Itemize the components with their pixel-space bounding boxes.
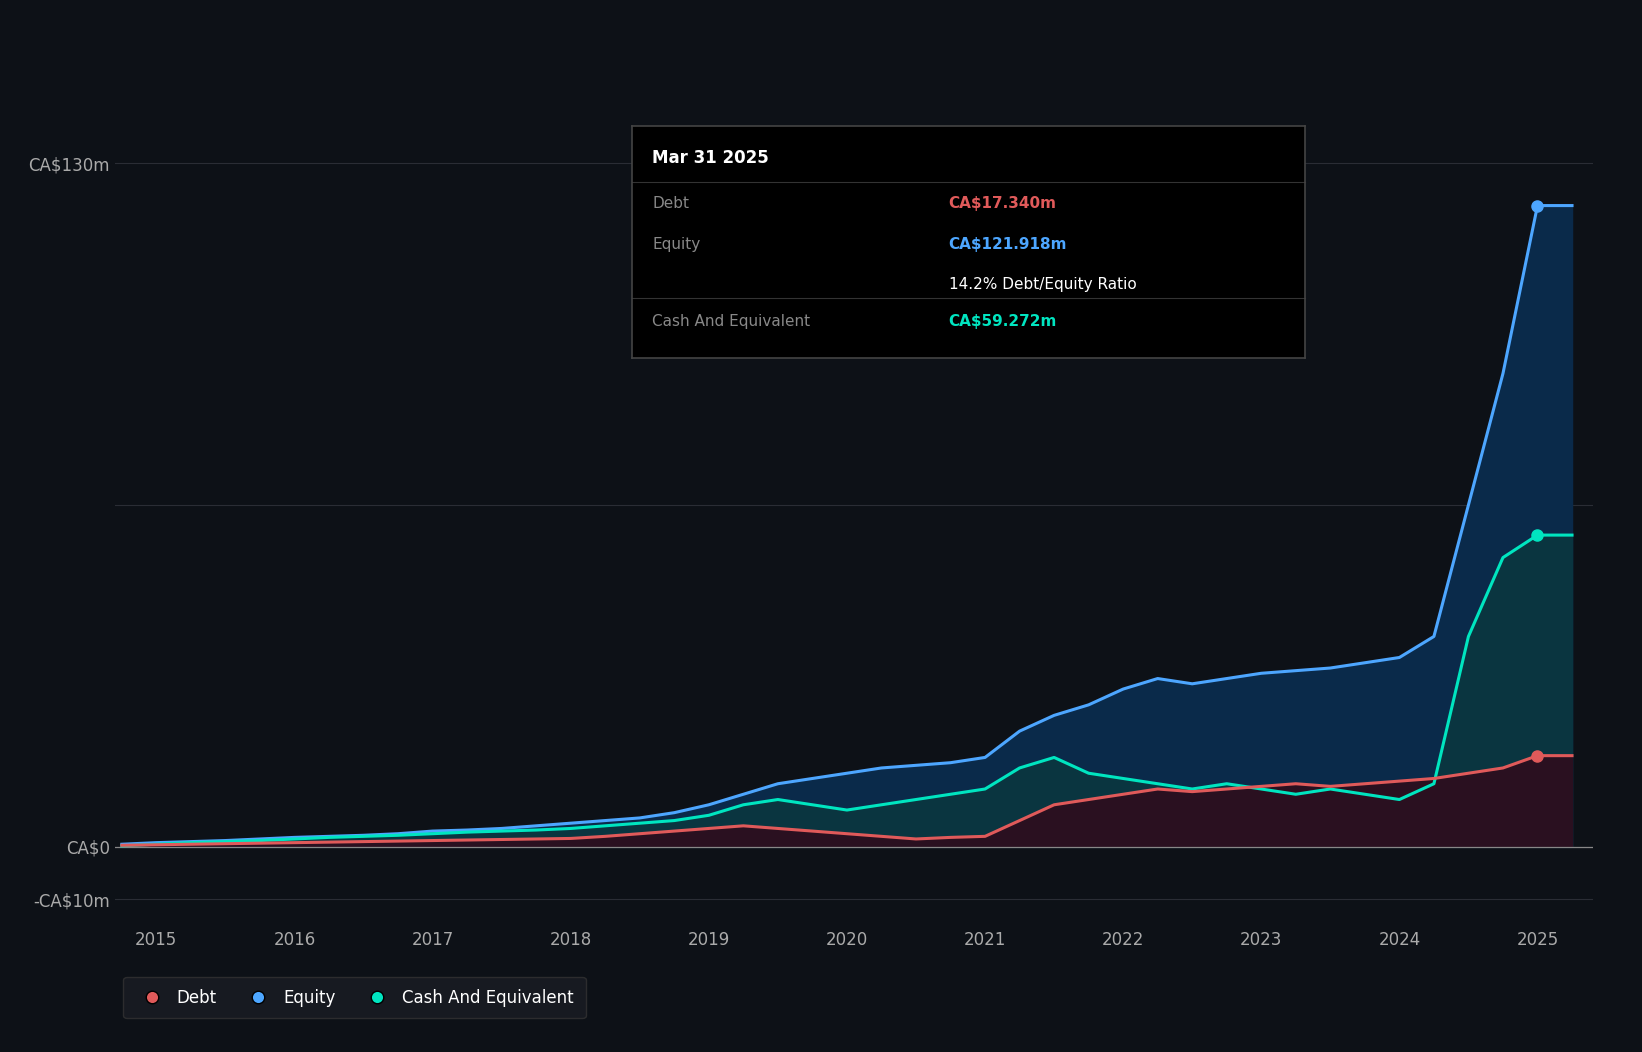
Text: CA$59.272m: CA$59.272m [949,313,1057,328]
Text: Cash And Equivalent: Cash And Equivalent [652,313,811,328]
Text: CA$121.918m: CA$121.918m [949,238,1067,252]
Legend: Debt, Equity, Cash And Equivalent: Debt, Equity, Cash And Equivalent [123,977,586,1018]
Text: 14.2% Debt/Equity Ratio: 14.2% Debt/Equity Ratio [949,277,1136,291]
Text: CA$17.340m: CA$17.340m [949,196,1056,210]
Text: Equity: Equity [652,238,701,252]
Text: Debt: Debt [652,196,690,210]
Text: Mar 31 2025: Mar 31 2025 [652,149,768,167]
